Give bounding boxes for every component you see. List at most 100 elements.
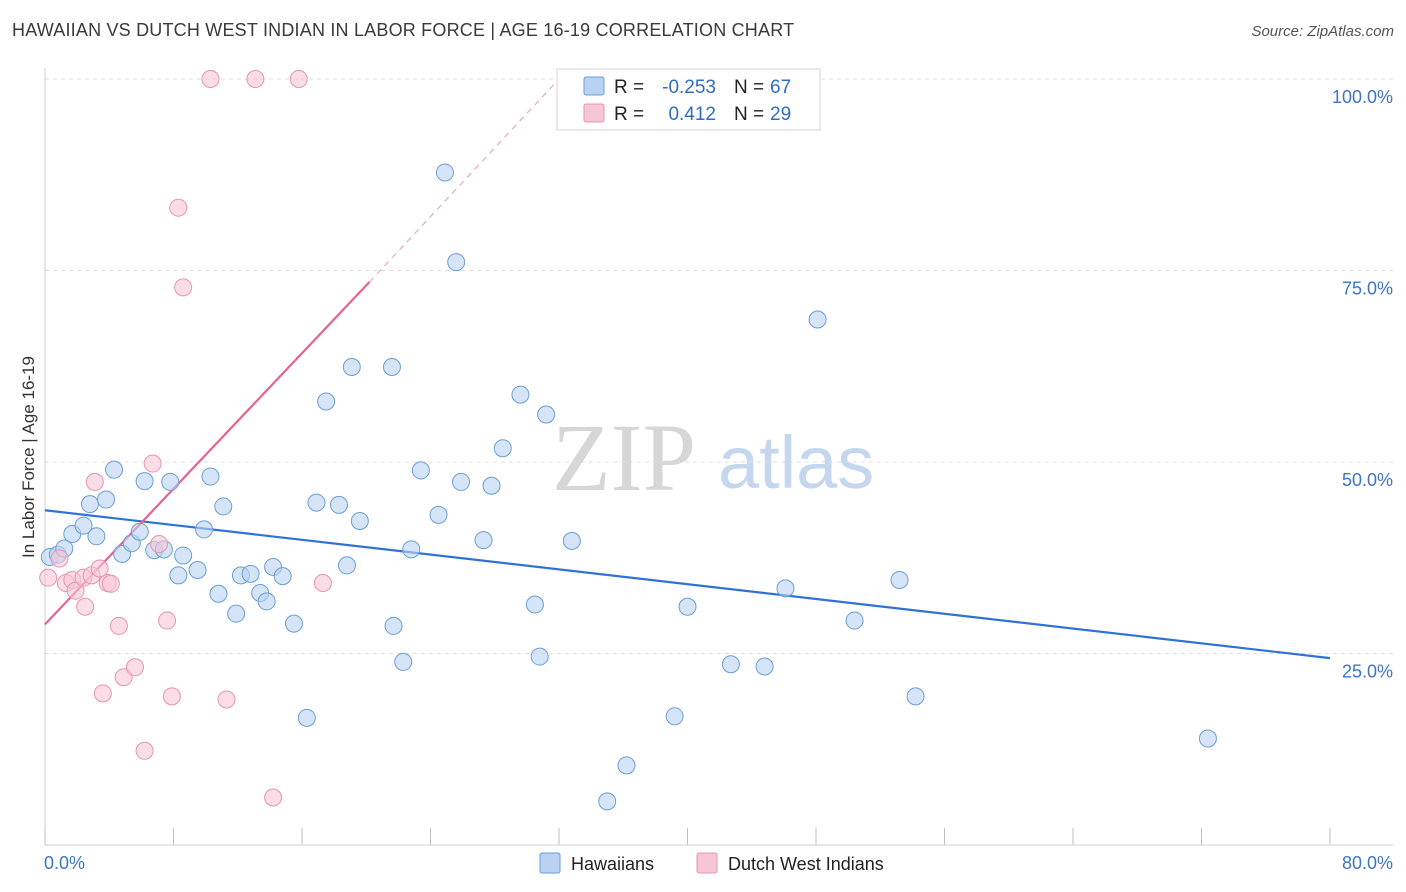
y-tick-label: 25.0% [1342, 662, 1393, 682]
hawaiian-point [382, 358, 401, 377]
hawaiian-point [80, 495, 99, 514]
hawaiian-point [808, 310, 827, 329]
hawaiian-point [665, 707, 684, 726]
dutch-point [217, 690, 236, 709]
hawaiian-point [493, 439, 512, 458]
hawaiian-point [906, 687, 925, 706]
dutch-point [201, 70, 220, 88]
hawaiian-point [384, 616, 403, 635]
stats-legend: R = -0.253 N = 67 R = 0.412 N = 29 [556, 68, 821, 131]
source-credit: Source: ZipAtlas.com [1251, 23, 1394, 40]
legend-dutch-label: Dutch West Indians [728, 854, 884, 874]
dutch-point [50, 549, 69, 568]
dutch-point [76, 597, 95, 616]
dutch-trend-extension [369, 78, 560, 283]
dutch-point [313, 574, 332, 593]
y-axis-label: In Labor Force | Age 16-19 [19, 356, 38, 558]
dutch-point [90, 559, 109, 578]
y-tick-label: 75.0% [1342, 279, 1393, 299]
hawaiian-point [598, 792, 617, 811]
x-tick-label-min: 0.0% [44, 853, 85, 873]
dutch-point [162, 687, 181, 706]
hawaiian-point [188, 561, 207, 580]
dutch-swatch [583, 103, 605, 123]
hawaiian-point [169, 566, 188, 585]
hawaiian-point [1198, 729, 1217, 748]
hawaiian-point [105, 460, 124, 479]
dutch-point [135, 741, 154, 760]
dutch-point [158, 611, 177, 630]
legend-n-label-dutch: N = [734, 104, 764, 125]
hawaiian-point [447, 253, 466, 272]
chart-title: HAWAIIAN VS DUTCH WEST INDIAN IN LABOR F… [12, 20, 795, 40]
hawaiian-point [474, 531, 493, 550]
hawaiian-point [402, 540, 421, 559]
dutch-point [289, 70, 308, 88]
legend-n-label-hawaiians: N = [734, 77, 764, 98]
legend-dutch-swatch [696, 852, 718, 874]
hawaiian-point [161, 472, 180, 491]
hawaiian-point [307, 493, 326, 512]
hawaiian-point [209, 584, 228, 603]
dutch-point [101, 574, 120, 593]
hawaiian-point [214, 497, 233, 516]
hawaiian-point [297, 708, 316, 727]
dutch-point [85, 472, 104, 491]
legend-n-value-dutch: 29 [770, 104, 791, 125]
dutch-point [114, 668, 133, 687]
hawaiian-point [227, 604, 246, 623]
dutch-point [143, 454, 162, 473]
hawaiian-point [452, 472, 471, 491]
hawaiian-point [273, 567, 292, 586]
hawaiian-point [537, 405, 556, 424]
hawaiian-point [342, 358, 361, 377]
hawaiian-point [195, 520, 214, 539]
hawaiian-point [97, 490, 116, 509]
hawaiian-point [411, 461, 430, 480]
hawaiian-point [890, 570, 909, 589]
hawaiian-point [135, 472, 154, 491]
hawaiian-point [241, 564, 260, 583]
series-legend: Hawaiians Dutch West Indians [539, 852, 884, 874]
hawaiian-point [482, 476, 501, 495]
hawaiians-trend-line [44, 509, 1331, 660]
hawaiian-point [678, 597, 697, 616]
hawaiian-point [845, 611, 864, 630]
hawaiian-point [511, 385, 530, 404]
dutch-point [169, 198, 188, 217]
legend-hawaiians-swatch [539, 852, 561, 874]
hawaiian-point [257, 592, 276, 611]
watermark-zip: ZIP [552, 404, 696, 511]
data-points [39, 70, 1217, 811]
hawaiian-point [174, 546, 193, 565]
hawaiian-point [284, 614, 303, 633]
hawaiian-point [201, 467, 220, 486]
hawaiian-point [776, 579, 795, 598]
hawaiians-swatch [583, 76, 605, 96]
dutch-point [125, 658, 144, 677]
hawaiian-point [337, 556, 356, 575]
legend-r-label-dutch: R = [614, 104, 644, 125]
hawaiian-point [317, 392, 336, 411]
axes: 25.0% 50.0% 75.0% 100.0% [44, 68, 1393, 846]
hawaiian-point [329, 495, 348, 514]
dutch-point [109, 616, 128, 635]
hawaiian-point [530, 647, 549, 666]
legend-r-value-dutch: 0.412 [668, 104, 716, 125]
y-tick-label: 100.0% [1332, 87, 1393, 107]
hawaiian-point [755, 657, 774, 676]
dutch-point [264, 788, 283, 807]
dutch-point [246, 70, 265, 88]
hawaiian-point [617, 756, 636, 775]
legend-n-value-hawaiians: 67 [770, 77, 791, 98]
hawaiian-point [429, 505, 448, 524]
dutch-point [174, 278, 193, 297]
dutch-point [66, 581, 85, 600]
hawaiian-point [721, 655, 740, 674]
hawaiian-point [350, 511, 369, 530]
x-tick-label-max: 80.0% [1342, 853, 1393, 873]
legend-r-label-hawaiians: R = [614, 77, 644, 98]
legend-hawaiians-label: Hawaiians [571, 854, 654, 874]
hawaiian-point [562, 531, 581, 550]
